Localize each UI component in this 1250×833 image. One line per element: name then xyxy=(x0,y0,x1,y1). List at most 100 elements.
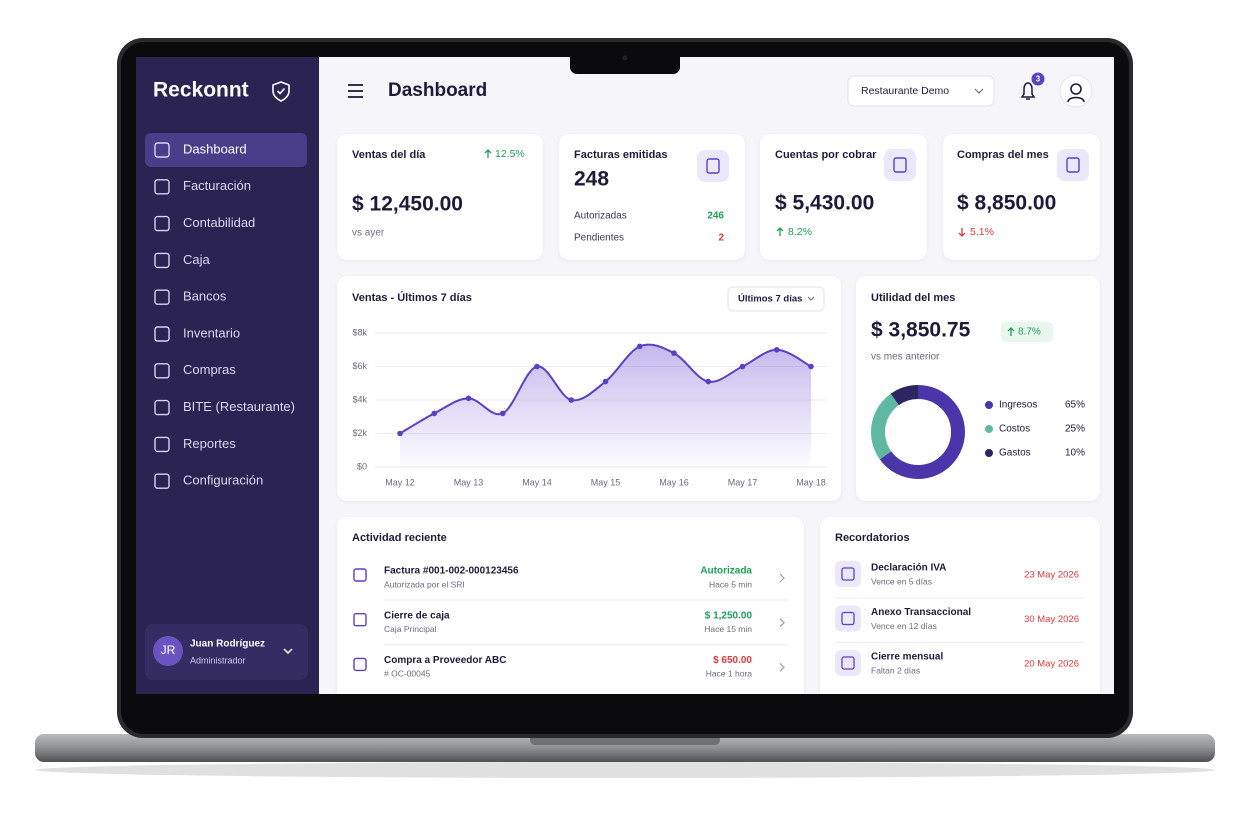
activity-icon xyxy=(353,657,367,672)
company-select[interactable] xyxy=(847,75,995,107)
nav-icon xyxy=(154,289,170,305)
chart-title: Utilidad del mes xyxy=(871,292,955,304)
activity-subtitle: Autorizada por el SRI xyxy=(384,579,465,589)
sales-area xyxy=(400,344,811,467)
nav-item[interactable]: Bancos xyxy=(183,289,227,304)
filter-chevron xyxy=(807,296,815,301)
activity-title: Cierre de caja xyxy=(384,610,450,621)
nav-icon xyxy=(154,326,170,342)
profit-note: vs mes anterior xyxy=(871,352,940,363)
nav-item[interactable]: Facturación xyxy=(183,178,251,193)
notification-count: 3 xyxy=(1036,75,1041,84)
arrow-up xyxy=(1007,327,1015,336)
kpi-icon-glyph xyxy=(706,158,720,174)
nav-item[interactable]: Compras xyxy=(183,362,236,377)
reminder-subtitle: Faltan 2 días xyxy=(871,665,920,675)
profit-amount: $ 3,850.75 xyxy=(871,319,971,342)
sales-point xyxy=(808,363,814,370)
sales-point xyxy=(397,430,403,437)
nav-icon xyxy=(154,179,170,195)
kpi-card xyxy=(337,134,543,260)
x-tick-label: May 16 xyxy=(659,477,689,487)
nav-item[interactable]: Inventario xyxy=(183,325,240,340)
kpi-row-value: 2 xyxy=(718,233,724,244)
reminder-icon-glyph xyxy=(841,656,855,670)
kpi-row-label: Pendientes xyxy=(574,233,624,244)
kpi-change: 5.1% xyxy=(970,226,994,238)
activity-title: Factura #001-002-000123456 xyxy=(384,566,519,577)
legend-value: 10% xyxy=(1065,448,1085,459)
user-initials: JR xyxy=(161,643,176,657)
x-tick-label: May 15 xyxy=(591,477,621,487)
brand: Reckonnt xyxy=(153,79,249,102)
sales-point xyxy=(431,410,438,417)
reminder-date: 20 May 2026 xyxy=(1024,659,1079,670)
arrow-up xyxy=(484,149,492,158)
activity-time: Hace 5 min xyxy=(709,579,752,589)
activity-time: Hace 15 min xyxy=(704,624,752,634)
kpi-icon xyxy=(1057,149,1089,181)
kpi-title: Ventas del día xyxy=(352,149,426,161)
sales-point xyxy=(773,346,780,353)
profit-change-pill xyxy=(1001,322,1053,342)
brand-shield xyxy=(272,81,290,102)
reminder-title: Cierre mensual xyxy=(871,652,943,663)
user-role: Administrador xyxy=(190,655,246,665)
kpi-title: Cuentas por cobrar xyxy=(775,149,877,161)
nav-item[interactable]: Caja xyxy=(183,252,211,267)
sales-point xyxy=(568,397,575,403)
user-avatar xyxy=(153,636,183,666)
reminder-icon xyxy=(835,561,861,587)
activity-icon xyxy=(353,613,367,627)
reminder-icon-glyph xyxy=(841,567,855,581)
arrow-down xyxy=(958,228,966,237)
sales-point xyxy=(465,395,472,402)
user-chevron xyxy=(283,648,293,655)
nav-item[interactable]: Contabilidad xyxy=(183,215,255,230)
activity-chevron[interactable] xyxy=(779,573,785,583)
kpi-value: $ 5,430.00 xyxy=(775,192,874,215)
y-tick-label: $8k xyxy=(352,327,367,337)
reminder-icon xyxy=(835,605,861,632)
reminder-subtitle: Vence en 12 días xyxy=(871,621,937,631)
legend-dot xyxy=(985,425,993,433)
nav-item[interactable]: BITE (Restaurante) xyxy=(183,399,295,414)
activity-chevron[interactable] xyxy=(779,618,785,628)
chart-title: Ventas - Últimos 7 días xyxy=(352,291,472,304)
chart-filter[interactable] xyxy=(727,286,825,312)
reminder-date: 23 May 2026 xyxy=(1024,570,1079,581)
legend-label: Gastos xyxy=(999,448,1031,459)
user-box[interactable] xyxy=(145,624,308,680)
profile-button[interactable] xyxy=(1059,74,1093,108)
x-tick-label: May 17 xyxy=(728,477,758,487)
bell-icon[interactable] xyxy=(1020,82,1036,100)
screen: Reckonnt Dashboard Facturación Contabilidad… xyxy=(136,57,1114,694)
nav-icon xyxy=(154,142,170,158)
activity-chevron[interactable] xyxy=(779,662,785,672)
sales-point xyxy=(636,343,643,350)
kpi-title: Facturas emitidas xyxy=(574,149,668,161)
y-tick-label: $0 xyxy=(357,461,367,471)
sales-point xyxy=(739,363,746,370)
page-title: Dashboard xyxy=(388,80,487,101)
brand-shield-check xyxy=(276,87,286,95)
nav-icon xyxy=(154,215,170,232)
sales-point xyxy=(602,378,609,385)
nav-item[interactable]: Reportes xyxy=(183,436,236,451)
nav-item[interactable]: Dashboard xyxy=(183,141,247,156)
laptop-shadow xyxy=(35,762,1215,778)
nav-item[interactable]: Configuración xyxy=(183,473,263,488)
kpi-row-value: 246 xyxy=(707,211,724,222)
y-tick-label: $2k xyxy=(352,428,367,438)
activity-subtitle: Caja Principal xyxy=(384,624,437,634)
activity-subtitle: # OC-00045 xyxy=(384,669,431,679)
reminder-icon-glyph xyxy=(841,611,855,626)
reminder-subtitle: Vence en 5 días xyxy=(871,576,932,586)
x-tick-label: May 12 xyxy=(385,477,415,487)
nav-icon xyxy=(154,473,170,489)
nav-icon xyxy=(154,252,170,269)
notification-badge xyxy=(1031,72,1045,86)
legend-dot xyxy=(985,401,993,409)
laptop-base xyxy=(35,734,1215,762)
activity-status: $ 1,250.00 xyxy=(705,610,753,621)
